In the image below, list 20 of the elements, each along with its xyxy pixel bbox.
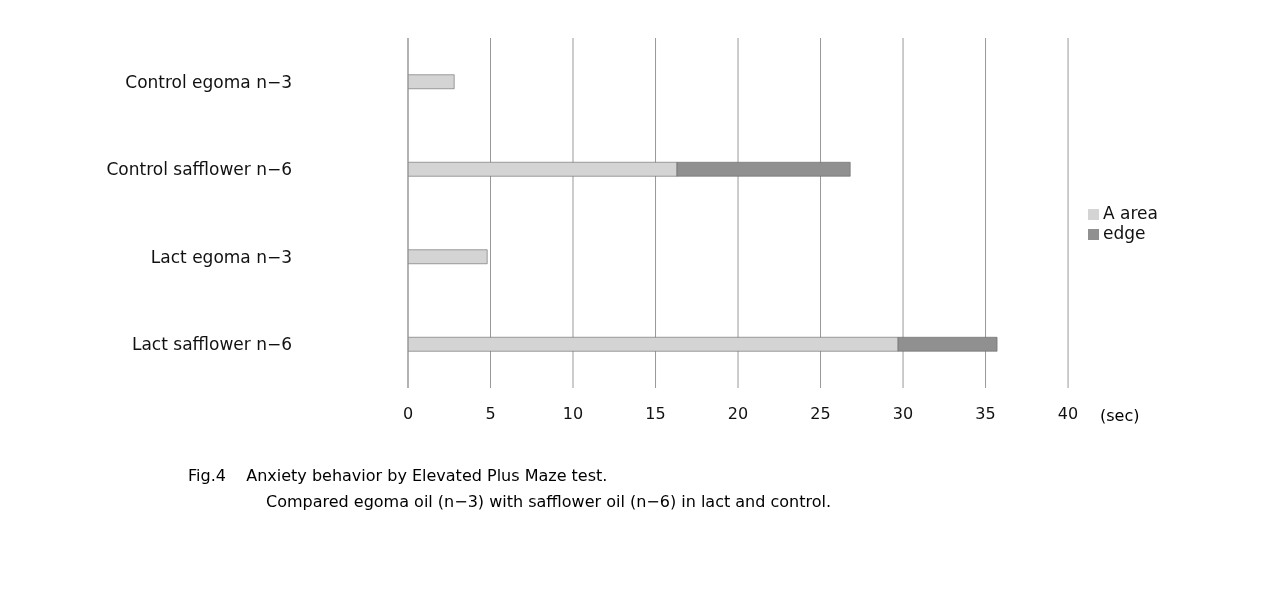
- x-tick-label: 15: [645, 404, 666, 424]
- y-tick-label: Lact egoma n−3: [150, 246, 292, 267]
- legend-label: A area: [1103, 203, 1158, 223]
- caption: Fig.4 Anxiety behavior by Elevated Plus Maze test.: [188, 465, 609, 487]
- x-tick-label: 40: [1057, 404, 1079, 424]
- y-tick-label: Control safflower n−6: [106, 159, 292, 180]
- x-axis-title: (sec): [1100, 406, 1140, 425]
- bar: [408, 74, 455, 90]
- x-tick-label: 5: [485, 404, 496, 424]
- x-tick-label: 25: [810, 404, 831, 424]
- x-tick-label: 35: [975, 404, 996, 424]
- x-tick-label: 10: [562, 404, 584, 424]
- x-tick-label: 0: [402, 404, 414, 424]
- text: Compared egoma oil (n−3) with safflower oil (n−6) in lact and control.: [265, 491, 832, 513]
- bar: [408, 249, 488, 265]
- x-tick-label: 30: [892, 404, 914, 424]
- y-tick-label: Lact safflower n−6: [131, 334, 292, 355]
- y-tick-label: Control egoma n−3: [125, 71, 292, 92]
- legend-label: edge: [1103, 223, 1146, 243]
- x-tick-label: 20: [727, 404, 749, 424]
